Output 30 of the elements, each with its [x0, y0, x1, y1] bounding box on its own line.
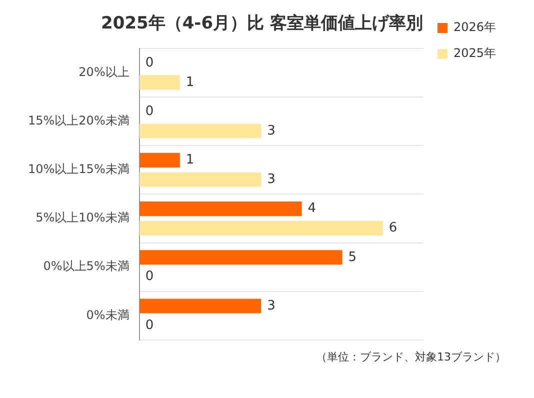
bar: [139, 250, 342, 265]
data-label: 0: [145, 269, 154, 284]
y-tick-label: 20%以上: [78, 64, 130, 79]
data-label: 3: [267, 298, 276, 314]
data-label: 3: [267, 123, 276, 138]
data-label: 1: [186, 152, 194, 168]
chart-title: 2025年（4-6月）比 客室単価値上げ率別: [101, 14, 423, 34]
data-label: 5: [348, 250, 357, 265]
bar: [139, 220, 383, 236]
data-label: 6: [388, 220, 398, 236]
y-tick-label: 0%以上5%未満: [43, 259, 130, 274]
bar: [139, 298, 262, 314]
bar: [139, 75, 180, 90]
data-label: 3: [267, 172, 276, 187]
data-label: 0: [145, 104, 154, 119]
bar: [139, 124, 262, 138]
bar: [139, 201, 302, 216]
data-label: 0: [145, 55, 154, 70]
legend-label: 2026年: [453, 20, 496, 34]
y-tick-label: 15%以上20%未満: [28, 113, 130, 128]
y-tick-label: 10%以上15%未満: [28, 162, 130, 176]
y-tick-label: 5%以上10%未満: [36, 210, 130, 225]
bar: [139, 152, 180, 168]
y-tick-label: 0%未満: [86, 308, 130, 322]
legend-label: 2025年: [453, 46, 496, 60]
bar: [139, 172, 262, 187]
text: （単位：ブランド、対象13ブランド）: [316, 350, 506, 364]
data-label: 0: [145, 318, 154, 333]
data-label: 4: [308, 201, 316, 216]
data-label: 1: [186, 74, 194, 90]
